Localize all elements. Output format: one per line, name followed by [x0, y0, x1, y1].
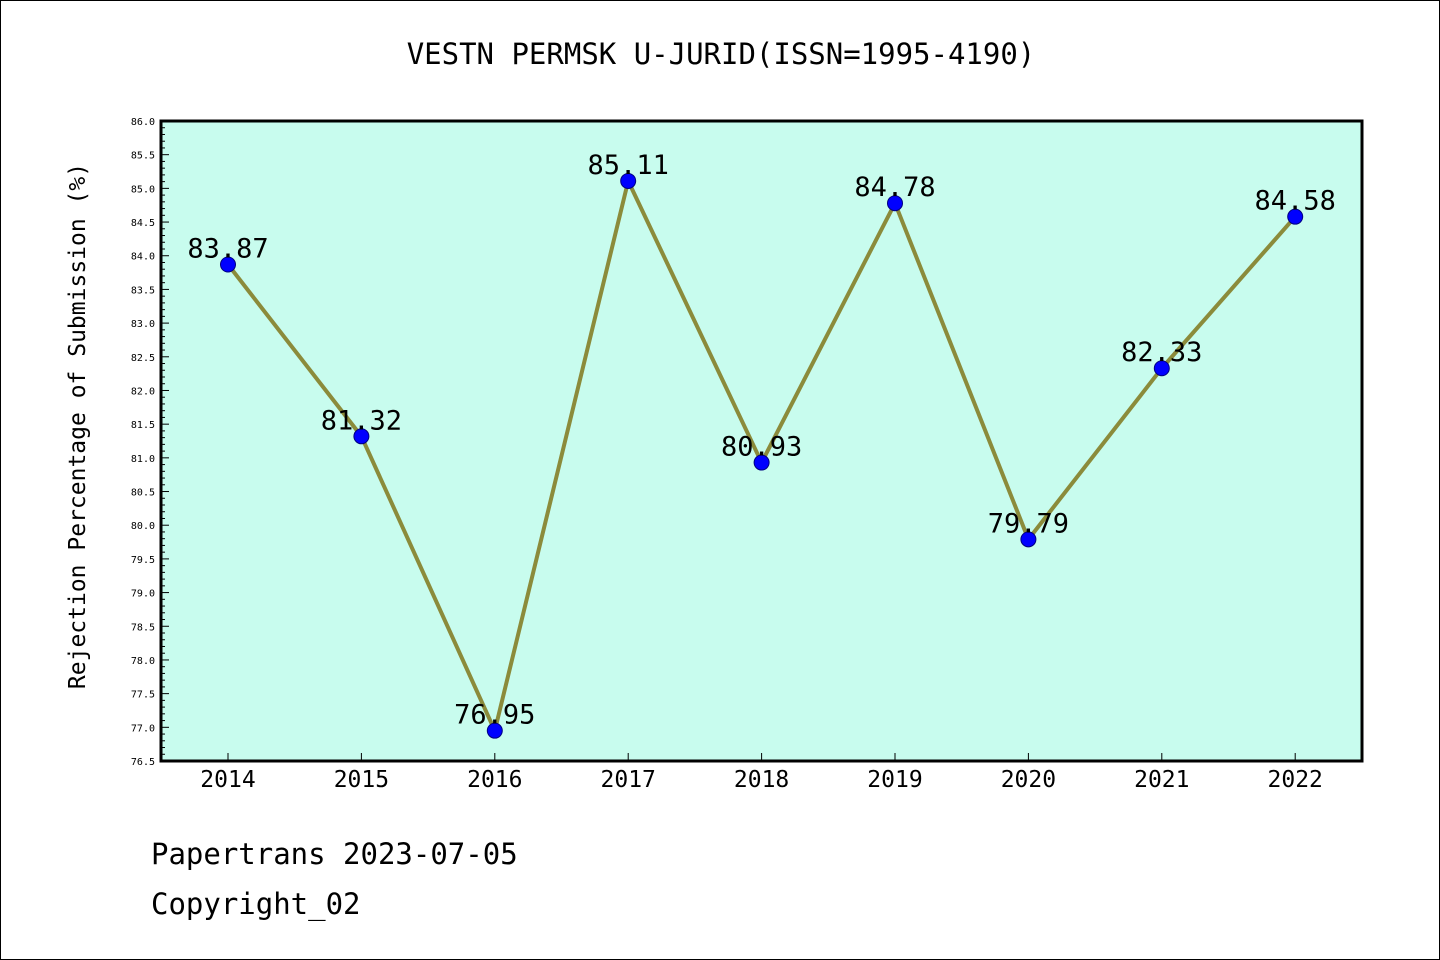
- data-point: [1287, 208, 1304, 225]
- y-tick-label: 82.0: [131, 386, 155, 397]
- data-point: [1153, 360, 1170, 377]
- y-axis-label: Rejection Percentage of Submission (%): [65, 163, 91, 689]
- x-tick-label: 2015: [334, 767, 389, 793]
- y-tick-label: 78.5: [131, 622, 155, 633]
- y-tick-label: 83.0: [131, 319, 155, 330]
- plot-frame: [159, 119, 1364, 763]
- y-tick-label: 80.0: [131, 521, 155, 532]
- data-point: [620, 172, 637, 189]
- y-tick-label: 78.0: [131, 656, 155, 667]
- y-tick-label: 85.0: [131, 184, 155, 195]
- data-label: 85.11: [588, 150, 669, 181]
- data-label: 84.78: [854, 172, 935, 203]
- y-tick-label: 79.5: [131, 555, 155, 566]
- footer-date-line: Papertrans 2023-07-05: [151, 837, 518, 871]
- data-label: 84.58: [1255, 186, 1336, 217]
- y-tick-label: 86.0: [131, 117, 155, 128]
- x-tick-label: 2021: [1134, 767, 1189, 793]
- data-point: [220, 256, 236, 273]
- y-tick-label: 81.5: [131, 420, 155, 431]
- data-label: 82.33: [1121, 337, 1202, 368]
- y-tick-label: 77.0: [131, 723, 155, 734]
- data-label: 79.79: [988, 508, 1069, 539]
- y-tick-label: 85.5: [131, 151, 155, 162]
- data-point: [887, 195, 903, 212]
- data-point: [353, 428, 370, 445]
- data-point: [1020, 531, 1037, 548]
- data-point: [486, 722, 503, 739]
- x-tick-label: 2018: [734, 767, 789, 793]
- x-tick-label: 2020: [1001, 767, 1056, 793]
- footer-copyright: Copyright_02: [151, 887, 361, 921]
- y-tick-label: 84.5: [131, 218, 155, 229]
- x-tick-label: 2019: [867, 767, 922, 793]
- y-tick-label: 77.5: [131, 690, 155, 701]
- y-tick-label: 79.0: [131, 589, 155, 600]
- y-tick-label: 80.5: [131, 488, 155, 499]
- chart-title: VESTN PERMSK U-JURID(ISSN=1995-4190): [406, 37, 1036, 71]
- data-label: 76.95: [454, 700, 535, 731]
- data-label: 81.32: [321, 405, 402, 436]
- data-label: 80.93: [721, 432, 802, 463]
- y-tick-label: 81.0: [131, 454, 155, 465]
- y-tick-label: 84.0: [131, 252, 155, 263]
- x-tick-label: 2014: [200, 767, 255, 793]
- x-tick-label: 2017: [601, 767, 656, 793]
- x-tick-label: 2022: [1268, 767, 1323, 793]
- data-label: 83.87: [187, 233, 268, 264]
- y-tick-label: 76.5: [131, 757, 155, 768]
- y-tick-label: 82.5: [131, 353, 155, 364]
- x-tick-label: 2016: [467, 767, 522, 793]
- y-tick-label: 83.5: [131, 285, 155, 296]
- data-point: [753, 454, 770, 471]
